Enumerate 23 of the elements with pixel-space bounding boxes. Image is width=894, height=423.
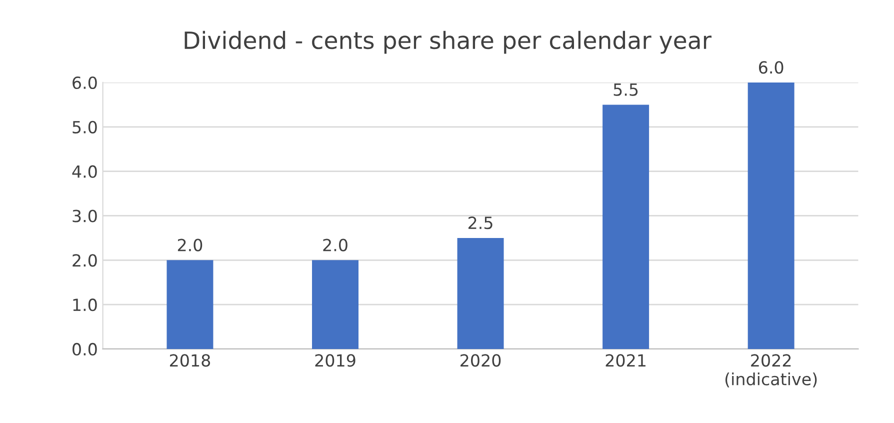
data-label: 5.5 (614, 84, 638, 96)
y-tick-label: 1.0 (73, 298, 97, 312)
bar (602, 104, 650, 349)
y-tick-label: 4.0 (72, 165, 97, 178)
x-tick-label: 2021 (606, 354, 646, 367)
x-tick-label: 2020 (460, 354, 501, 367)
bar (457, 238, 504, 349)
y-tick-label: 5.0 (72, 120, 97, 134)
y-tick-label: 6.0 (72, 76, 97, 90)
y-tick-label: 2.0 (72, 254, 97, 267)
x-tick-label: 2019 (315, 354, 356, 367)
bar (748, 82, 794, 349)
data-label: 2.0 (178, 238, 202, 252)
bar (312, 260, 358, 349)
data-label: 6.0 (758, 61, 784, 74)
y-tick-label: 3.0 (72, 210, 97, 222)
bar (166, 260, 214, 349)
chart-title: Dividend - cents per share per calendar year (184, 30, 712, 54)
y-tick-label: 0.0 (72, 342, 97, 356)
data-label: 2.0 (323, 238, 348, 252)
data-label: 2.5 (468, 216, 492, 230)
x-tick-label: 2018 (170, 354, 210, 367)
x-tick-label: 2022 (indicative) (725, 354, 817, 388)
